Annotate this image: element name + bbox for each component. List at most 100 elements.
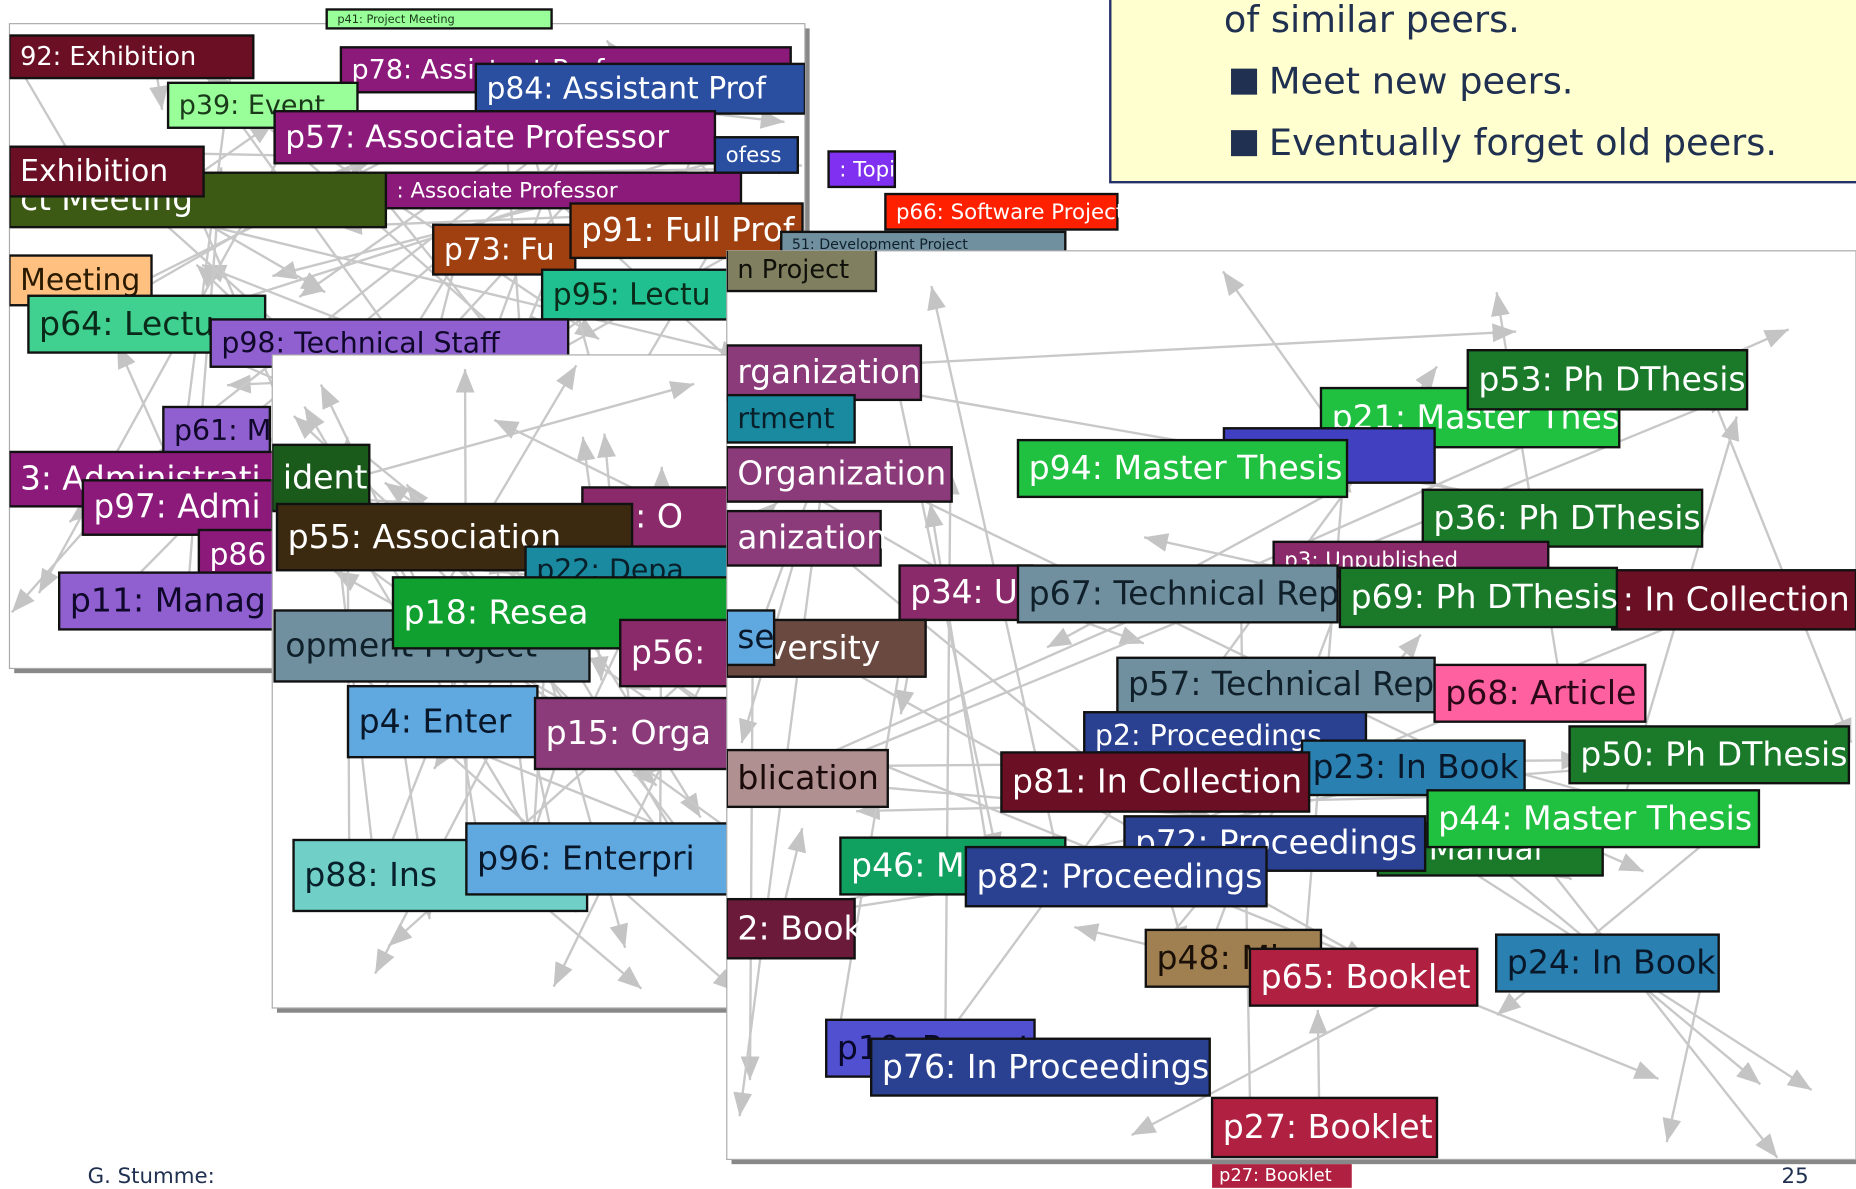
node-box <box>713 136 799 174</box>
node-box <box>325 8 553 30</box>
node-label: p84: Assistant Prof <box>486 71 767 106</box>
node-box <box>726 509 882 567</box>
edge <box>781 827 806 912</box>
edge <box>889 483 1495 779</box>
node-label: p86 <box>210 538 267 573</box>
node-label: 2: Book <box>737 908 863 947</box>
node-box <box>1338 566 1619 629</box>
edge <box>847 749 1659 1080</box>
node-label: p56: <box>631 633 705 672</box>
node-label: p23: In Book <box>1313 748 1519 786</box>
node-label: : Associate Professor <box>397 179 618 204</box>
edge <box>740 667 760 1081</box>
node-label: p44: Master Thesis <box>1438 798 1752 837</box>
node-label: 51: Development Project <box>792 237 968 253</box>
edge <box>927 285 1057 843</box>
node-label: p95: Lectu <box>553 277 711 312</box>
node-label: n Project <box>737 255 849 285</box>
node-label: p18: Resea <box>404 593 589 632</box>
node-box <box>726 446 953 503</box>
node-label: p97: Admi <box>94 488 261 526</box>
bullet-text: Meet new peers. <box>1269 59 1574 102</box>
floating-nodes: p41: Project Meeting: Topic p66: Software… <box>325 8 1124 257</box>
node-box <box>432 223 577 276</box>
node-box <box>726 609 776 667</box>
node-box <box>1568 725 1851 785</box>
node-box <box>726 393 856 444</box>
node-label: Organization <box>737 455 946 493</box>
page-number: 25 <box>1782 1164 1809 1189</box>
node-label: p55: Association <box>288 517 562 556</box>
graph: n Project rganization rtment Organization an… <box>726 250 1856 1159</box>
node-box <box>1016 438 1349 499</box>
node-box <box>1426 789 1761 849</box>
node-label: p67: Technical Rep <box>1029 574 1340 613</box>
node-box <box>1494 933 1720 993</box>
node-label: anization <box>737 518 887 556</box>
node-label: p57: Associate Professor <box>285 119 669 155</box>
node-label: rganization <box>737 353 920 391</box>
node-label: : In Collection <box>1623 580 1850 619</box>
node-label: p65: Booklet <box>1261 957 1471 996</box>
node-label: ofess <box>726 143 782 168</box>
node-box <box>540 268 733 321</box>
node-label: p88: Ins <box>304 855 437 894</box>
footer-author: G. Stumme: <box>88 1164 215 1189</box>
text-line: of similar peers. <box>1224 0 1520 41</box>
node-box <box>898 564 1034 622</box>
tooltip: p27: Booklet <box>1219 1166 1332 1186</box>
node-label: p98: Technical Staff <box>221 326 501 359</box>
node-box <box>726 897 856 960</box>
node-label: p96: Enterpri <box>477 839 695 878</box>
node-label: p15: Orga <box>546 713 711 752</box>
node-label: p53: Ph DThesis <box>1478 359 1745 398</box>
node-label: p69: Ph DThesis <box>1351 577 1618 616</box>
node-label: p76: In Proceedings <box>882 1047 1209 1086</box>
node-label: 92: Exhibition <box>20 42 196 72</box>
node-label: p73: Fu <box>444 232 555 267</box>
node-box <box>726 748 889 809</box>
node-label: p61: M <box>174 414 271 447</box>
edge <box>185 167 229 612</box>
node-box <box>58 571 286 631</box>
node-box <box>1016 564 1339 624</box>
bullet-text: Eventually forget old peers. <box>1269 121 1777 164</box>
node-label: p34: U <box>910 573 1018 611</box>
text-box: of similar peers. Meet new peers. Eventu… <box>1109 0 1856 184</box>
node-box <box>9 145 205 198</box>
node-label: p2: Proceedings <box>1095 719 1322 752</box>
node-box <box>869 1037 1211 1097</box>
node-label: p68: Article <box>1445 673 1636 712</box>
node-label: p41: Project Meeting <box>337 12 454 26</box>
node-box <box>1000 751 1311 813</box>
node-box <box>1433 663 1647 723</box>
node-box <box>619 618 736 688</box>
node-box <box>884 192 1119 231</box>
node-label: p36: Ph DThesis <box>1433 498 1700 537</box>
node-label: p24: In Book <box>1507 943 1716 982</box>
node-label: p82: Proceedings <box>977 856 1263 895</box>
edge <box>873 323 1517 367</box>
node-label: Meeting <box>20 263 140 298</box>
node-box <box>474 62 805 115</box>
node-label: p46: M <box>851 846 964 885</box>
bullet <box>1231 68 1258 95</box>
node-label: p4: Enter <box>359 701 512 740</box>
node-label: blication <box>737 758 878 797</box>
node-label: p81: In Collection <box>1012 762 1302 801</box>
node-box <box>346 685 539 759</box>
bullet <box>1231 130 1258 157</box>
node-label: se <box>737 618 774 656</box>
edge <box>533 896 643 990</box>
node-label: rtment <box>737 402 834 435</box>
node-label: p27: Booklet <box>1223 1107 1433 1146</box>
screen: n Project rganization rtment Organization an… <box>726 250 1856 1165</box>
tooltip-box <box>1212 1164 1352 1188</box>
node-label: ident <box>283 458 368 497</box>
node-box <box>465 822 740 896</box>
node-box <box>964 845 1268 908</box>
node-label: p11: Manag <box>70 581 266 620</box>
